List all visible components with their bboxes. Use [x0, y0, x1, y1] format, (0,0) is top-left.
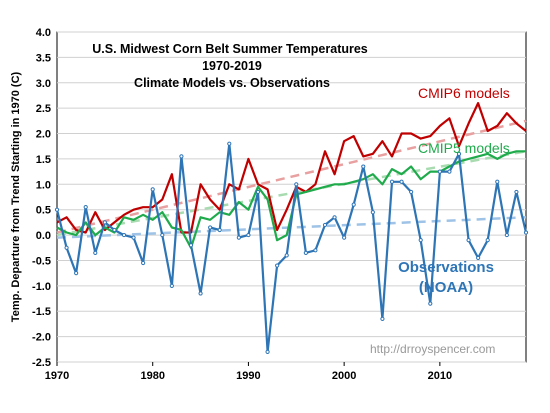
trend-line [56, 216, 527, 239]
series-points [54, 141, 529, 354]
data-point [294, 182, 299, 187]
data-point [476, 255, 481, 261]
gridlines [56, 31, 526, 366]
y-tick-label: 3.0 [36, 78, 51, 90]
data-point [255, 189, 261, 195]
data-point [504, 232, 509, 238]
trend-lines [56, 119, 527, 239]
data-point [437, 169, 442, 174]
y-tick-label: -1.5 [32, 306, 51, 318]
x-tick-label: 2010 [428, 370, 452, 382]
data-point [169, 283, 174, 288]
series-label-observations-source: (NOAA) [419, 279, 473, 296]
y-tick-label: 3.5 [36, 52, 51, 64]
data-point [236, 235, 241, 240]
data-point [351, 202, 356, 207]
data-point [514, 189, 519, 195]
y-tick-label: 0.0 [36, 230, 51, 242]
data-point [447, 169, 452, 174]
data-point [399, 179, 404, 184]
series-label-cmip5: CMIP5 models [418, 140, 510, 156]
y-axis-label: Temp. Departure from Trend Starting in 1… [10, 71, 22, 322]
data-point [370, 210, 375, 215]
data-point [179, 154, 184, 159]
y-tick-label: 4.0 [36, 27, 51, 39]
data-point [83, 205, 88, 210]
x-tick-label: 1970 [45, 370, 69, 382]
x-tick-label: 1990 [236, 370, 260, 382]
data-point [121, 232, 127, 238]
data-point [409, 189, 414, 195]
data-point [303, 250, 308, 255]
data-point [198, 291, 203, 296]
y-tick-label: -2.0 [32, 332, 51, 344]
trend-line [56, 150, 527, 237]
data-point [332, 215, 337, 220]
data-point [466, 238, 471, 243]
chart-title: U.S. Midwest Corn Belt Summer Temperatur… [92, 42, 368, 56]
chart-subtitle: 1970-2019 [202, 59, 262, 73]
y-tick-labels: -2.5 -2.0 -1.5 -1.0 -0.5 0.0 0.5 1.0 1.5 2.0 2.5 3.… [32, 27, 51, 369]
data-point [428, 301, 433, 306]
series-line [56, 101, 527, 234]
data-point [380, 316, 385, 321]
data-point [389, 179, 395, 184]
data-point [246, 232, 251, 238]
source-url: http://drroyspencer.com [370, 342, 495, 356]
data-point [131, 235, 136, 240]
data-point [64, 245, 69, 250]
data-point [141, 260, 146, 266]
data-point [150, 187, 155, 192]
data-point [313, 248, 318, 253]
y-tick-label: 0.5 [36, 205, 51, 217]
x-tick-labels: 1970 1980 1990 2000 2010 [45, 370, 452, 382]
x-tick-label: 1980 [140, 370, 164, 382]
data-point [74, 271, 79, 276]
y-tick-label: 1.5 [36, 154, 51, 166]
y-tick-label: 1.0 [36, 179, 51, 191]
y-tick-label: -0.5 [32, 255, 51, 267]
data-point [485, 238, 490, 243]
data-point [275, 263, 280, 268]
series-label-observations: Observations [398, 259, 494, 276]
data-point [361, 164, 366, 169]
data-point [93, 250, 98, 255]
data-point [112, 227, 117, 233]
data-point [217, 227, 222, 233]
y-tick-label: -2.5 [32, 357, 51, 369]
data-point [227, 141, 232, 146]
data-point [54, 207, 60, 212]
y-tick-label: 2.0 [36, 129, 51, 141]
data-point [495, 179, 500, 184]
data-point [342, 235, 347, 240]
trend-line [56, 119, 527, 234]
series-label-cmip6: CMIP6 models [418, 85, 510, 101]
data-point [523, 230, 529, 235]
data-point [102, 220, 107, 225]
data-point [284, 253, 289, 258]
y-tick-label: 2.5 [36, 103, 51, 115]
data-point [456, 151, 462, 156]
data-point [265, 349, 270, 354]
data-point [418, 238, 423, 243]
data-point [160, 232, 165, 238]
data-point [188, 243, 194, 248]
data-point [208, 225, 213, 230]
y-tick-label: -1.0 [32, 281, 51, 293]
chart-subtitle-2: Climate Models vs. Observations [134, 76, 330, 90]
data-point [322, 222, 328, 228]
x-tick-label: 2000 [332, 370, 356, 382]
